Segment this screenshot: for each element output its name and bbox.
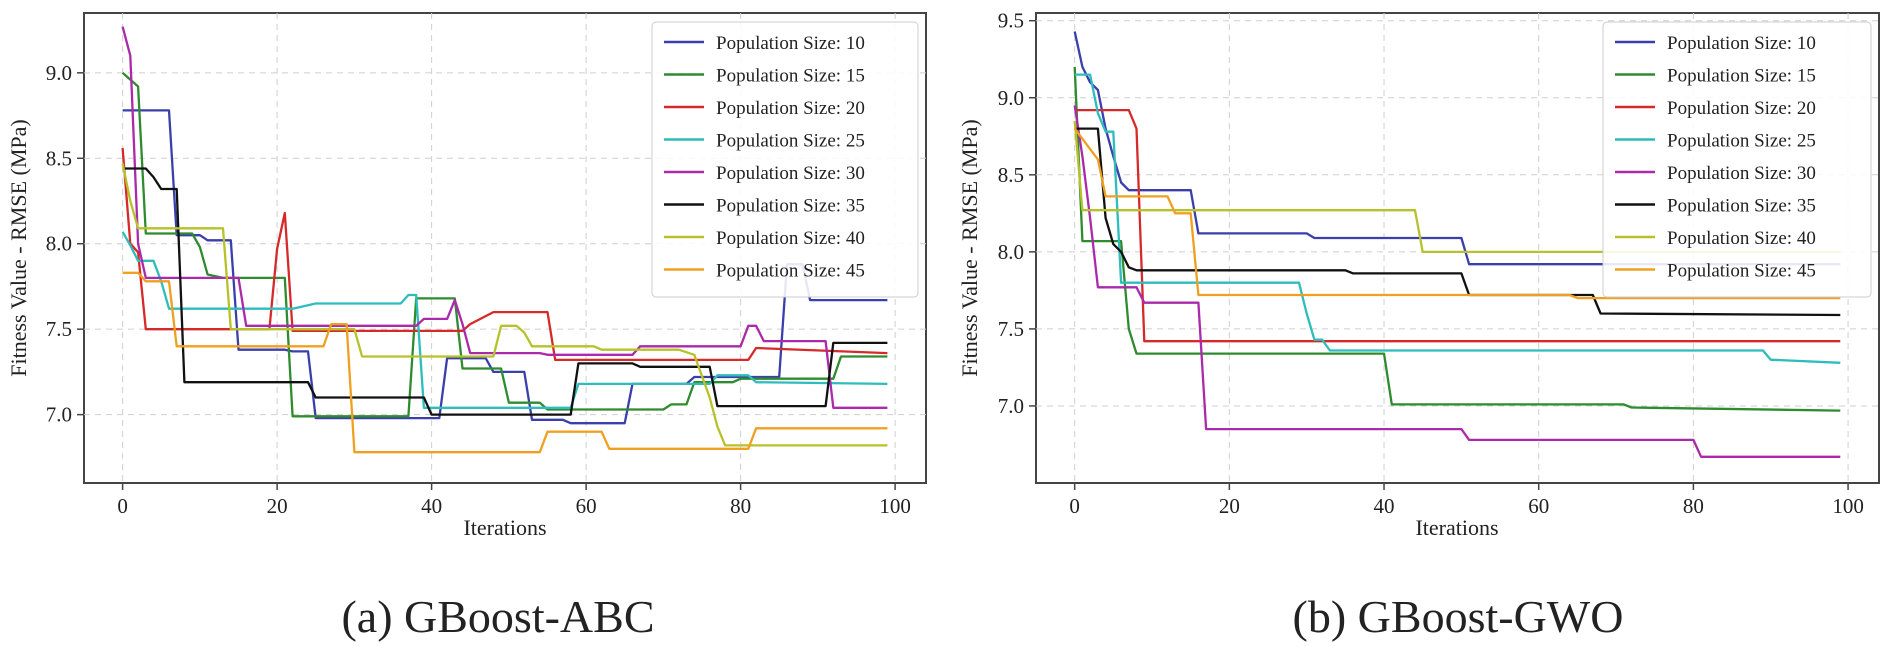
- legend-box: [651, 21, 919, 298]
- x-tick-label: 60: [576, 494, 597, 518]
- x-tick-label: 80: [1683, 494, 1704, 518]
- axis-ticks: 0 20 40 60 80 100 7.0 7.5 8.0 8.5 9.0: [46, 61, 911, 518]
- legend-label: Population Size: 35: [1667, 196, 1816, 217]
- panel-caption-b: (b) GBoost-GWO: [1293, 591, 1624, 642]
- series-line-8: [122, 271, 888, 454]
- series-line-2: [1073, 66, 1841, 412]
- y-tick-label: 7.5: [46, 317, 72, 341]
- y-tick-label: 8.0: [998, 240, 1024, 264]
- series-line-3: [121, 147, 888, 362]
- legend-label: Population Size: 40: [1667, 228, 1816, 249]
- x-tick-label: 40: [421, 494, 442, 518]
- legend-label: Population Size: 45: [1667, 261, 1816, 282]
- x-axis-label: Iterations: [463, 515, 546, 540]
- x-tick-label: 20: [267, 494, 288, 518]
- legend-label: Population Size: 30: [716, 163, 865, 184]
- y-tick-label: 9.5: [998, 9, 1024, 33]
- series-lines: [1073, 31, 1841, 458]
- y-tick-label: 7.0: [46, 403, 72, 427]
- legend: Population Size: 10 Population Size: 15 Po…: [651, 21, 919, 298]
- legend-box: [1602, 21, 1872, 298]
- y-axis-label: Fitness Value - RMSE (MPa): [957, 119, 982, 377]
- chart-panel-a: 0 20 40 60 80 100 7.0 7.5 8.0 8.5 9.0 Iterations F…: [6, 12, 927, 642]
- x-tick-label: 100: [1832, 494, 1864, 518]
- y-tick-label: 7.5: [998, 317, 1024, 341]
- series-line-1: [122, 109, 888, 425]
- series-line-3: [1074, 108, 1841, 343]
- legend-label: Population Size: 10: [1667, 33, 1816, 54]
- series-line-7: [1073, 120, 1841, 254]
- legend-label: Population Size: 15: [716, 66, 865, 87]
- axis-ticks: 0 20 40 60 80 100 7.0 7.5 8.0 8.5 9.0 9.5: [998, 9, 1864, 518]
- y-axis-label: Fitness Value - RMSE (MPa): [6, 119, 31, 377]
- panel-caption-a: (a) GBoost-ABC: [341, 591, 654, 642]
- legend-label: Population Size: 20: [716, 98, 865, 119]
- legend-label: Population Size: 20: [1667, 98, 1816, 119]
- y-tick-label: 9.0: [46, 61, 72, 85]
- y-tick-label: 8.5: [46, 146, 72, 170]
- series-line-4: [1074, 73, 1841, 364]
- legend-label: Population Size: 40: [716, 228, 865, 249]
- series-line-4: [121, 231, 888, 409]
- legend-label: Population Size: 30: [1667, 163, 1816, 184]
- y-tick-label: 8.0: [46, 232, 72, 256]
- legend-label: Population Size: 35: [716, 196, 865, 217]
- plot-frame: [83, 12, 927, 484]
- x-tick-label: 0: [1069, 494, 1080, 518]
- x-tick-label: 40: [1374, 494, 1395, 518]
- legend: Population Size: 10 Population Size: 15 Po…: [1602, 21, 1872, 298]
- y-tick-label: 9.0: [998, 86, 1024, 110]
- x-tick-label: 100: [879, 494, 911, 518]
- series-line-7: [121, 163, 888, 447]
- legend-label: Population Size: 15: [1667, 66, 1816, 87]
- x-tick-label: 20: [1219, 494, 1240, 518]
- y-tick-label: 8.5: [998, 163, 1024, 187]
- x-tick-label: 60: [1528, 494, 1549, 518]
- legend-label: Population Size: 10: [716, 33, 865, 54]
- legend-label: Population Size: 45: [716, 261, 865, 282]
- series-lines: [121, 26, 888, 454]
- legend-label: Population Size: 25: [716, 131, 865, 152]
- x-tick-label: 0: [117, 494, 128, 518]
- x-tick-label: 80: [730, 494, 751, 518]
- series-line-6: [122, 167, 888, 416]
- series-line-8: [1073, 127, 1841, 300]
- legend-label: Population Size: 25: [1667, 131, 1816, 152]
- series-line-5: [1073, 105, 1841, 458]
- plot-frame: [1035, 12, 1880, 484]
- chart-panel-b: 0 20 40 60 80 100 7.0 7.5 8.0 8.5 9.0 9.5 Iteration…: [957, 9, 1880, 642]
- x-axis-label: Iterations: [1415, 515, 1498, 540]
- series-line-5: [121, 26, 888, 409]
- y-tick-label: 7.0: [998, 394, 1024, 418]
- series-line-2: [121, 71, 888, 418]
